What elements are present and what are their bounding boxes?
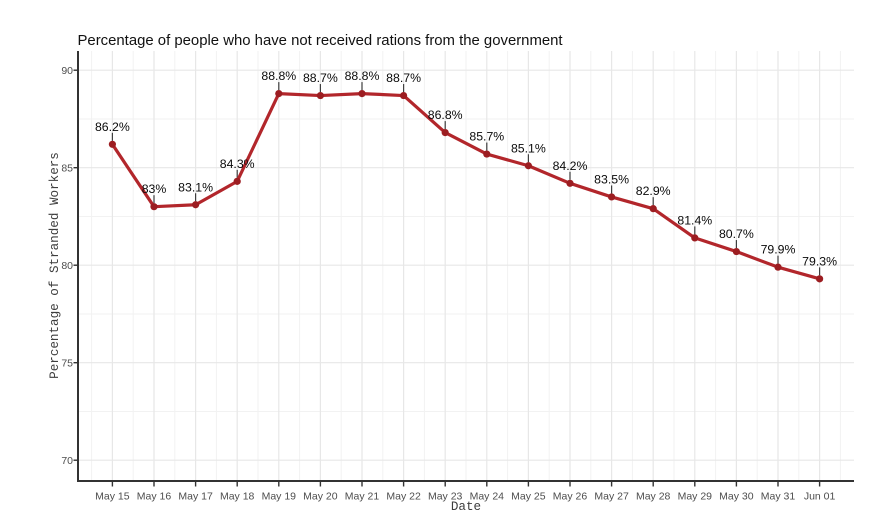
svg-text:May 18: May 18 [220,491,255,503]
svg-text:May 30: May 30 [719,491,754,503]
svg-text:May 31: May 31 [761,491,796,503]
svg-text:May 26: May 26 [553,491,588,503]
svg-text:May 15: May 15 [95,491,130,503]
svg-text:May 20: May 20 [303,491,338,503]
svg-text:88.8%: 88.8% [345,69,380,83]
svg-text:88.7%: 88.7% [386,71,421,85]
svg-text:80.7%: 80.7% [719,227,754,241]
svg-text:88.7%: 88.7% [303,71,338,85]
svg-text:88.8%: 88.8% [261,69,296,83]
svg-text:May 19: May 19 [262,491,297,503]
svg-text:84.2%: 84.2% [553,159,588,173]
svg-text:79.9%: 79.9% [761,243,796,257]
svg-text:May 24: May 24 [470,491,505,503]
svg-text:82.9%: 82.9% [636,184,671,198]
svg-text:79.3%: 79.3% [802,254,837,268]
svg-text:May 25: May 25 [511,491,546,503]
svg-text:84.3%: 84.3% [220,157,255,171]
svg-text:May 29: May 29 [678,491,713,503]
svg-text:86.8%: 86.8% [428,108,463,122]
svg-text:81.4%: 81.4% [677,213,712,227]
svg-text:May 22: May 22 [386,491,421,503]
svg-text:Jun 01: Jun 01 [804,491,836,503]
svg-text:May 17: May 17 [178,491,213,503]
svg-text:85.1%: 85.1% [511,141,546,155]
svg-text:75: 75 [61,358,73,370]
svg-text:85.7%: 85.7% [469,130,504,144]
svg-text:May 21: May 21 [345,491,380,503]
svg-text:83.5%: 83.5% [594,172,629,186]
svg-text:May 27: May 27 [594,491,629,503]
svg-text:86.2%: 86.2% [95,120,130,134]
svg-text:Date: Date [451,500,481,514]
svg-text:May 16: May 16 [137,491,172,503]
svg-text:83%: 83% [142,182,167,196]
svg-text:May 23: May 23 [428,491,463,503]
svg-text:May 28: May 28 [636,491,671,503]
svg-text:85: 85 [61,163,73,175]
svg-text:70: 70 [61,455,73,467]
svg-text:Percentage of people who have: Percentage of people who have not receiv… [78,33,564,49]
svg-text:90: 90 [61,65,73,77]
svg-text:Percentage of Stranded Workers: Percentage of Stranded Workers [48,152,62,379]
svg-text:80: 80 [61,260,73,272]
svg-text:83.1%: 83.1% [178,180,213,194]
